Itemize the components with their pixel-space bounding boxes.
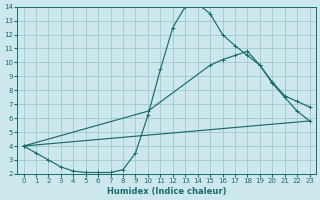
- X-axis label: Humidex (Indice chaleur): Humidex (Indice chaleur): [107, 187, 226, 196]
